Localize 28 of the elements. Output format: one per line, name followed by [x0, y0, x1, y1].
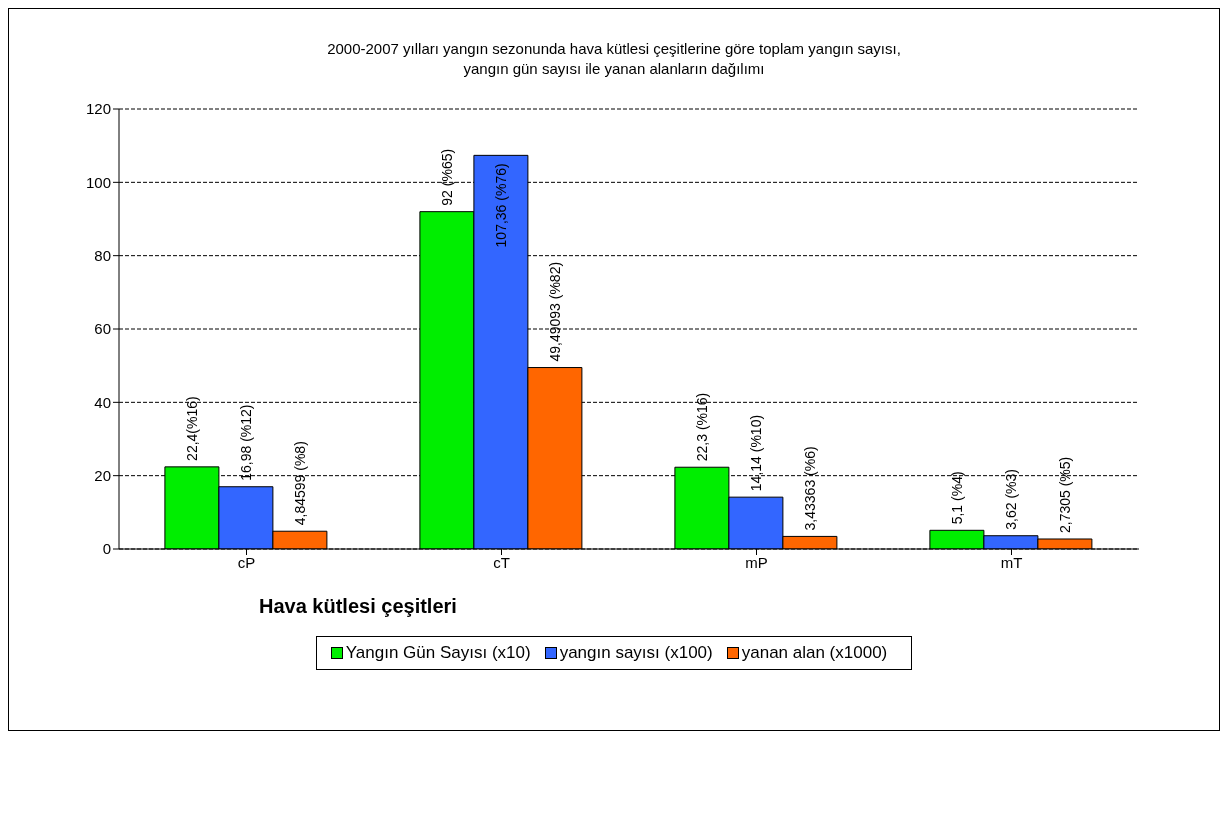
y-tick-label: 120	[85, 100, 111, 118]
x-axis-title: Hava kütlesi çeşitleri	[259, 595, 458, 618]
data-label: 3,62 (%3)	[1002, 469, 1019, 530]
x-tick-label: mT	[1000, 553, 1023, 571]
data-label: 4,84599 (%8)	[291, 441, 308, 526]
data-label: 22,4(%16)	[183, 396, 200, 461]
data-label: 49,49093 (%82)	[546, 261, 563, 362]
legend-label: yanan alan (x1000)	[740, 643, 888, 663]
x-tick-label: cT	[493, 553, 510, 571]
data-label: 92 (%65)	[438, 148, 455, 206]
data-label: 2,7305 (%5)	[1056, 456, 1073, 533]
legend-label: Yangın Gün Sayısı (x10)	[344, 643, 531, 663]
legend-label: yangın sayısı (x100)	[558, 643, 713, 663]
data-label: 22,3 (%16)	[693, 392, 710, 462]
y-tick-label: 0	[102, 540, 111, 558]
y-tick-label: 40	[94, 393, 111, 411]
x-tick-label: mP	[745, 553, 768, 571]
chart-title: 2000-2007 yılları yangın sezonunda hava kütlesi çeşitlerine göre toplam yangın sayısı, yangın gün sayısı ile yanan alanların dağılımı	[326, 39, 902, 79]
data-label: 107,36 (%76)	[492, 163, 509, 248]
y-tick-label: 60	[94, 320, 111, 338]
data-label: 16,98 (%12)	[237, 404, 254, 481]
y-tick-label: 80	[94, 246, 111, 264]
x-tick-label: cP	[237, 553, 256, 571]
y-tick-label: 100	[85, 173, 111, 191]
data-label: 14,14 (%10)	[747, 414, 764, 492]
data-label: 5,1 (%4)	[948, 471, 965, 525]
data-label: 3,43363 (%6)	[801, 446, 818, 531]
y-tick-label: 20	[94, 466, 111, 484]
